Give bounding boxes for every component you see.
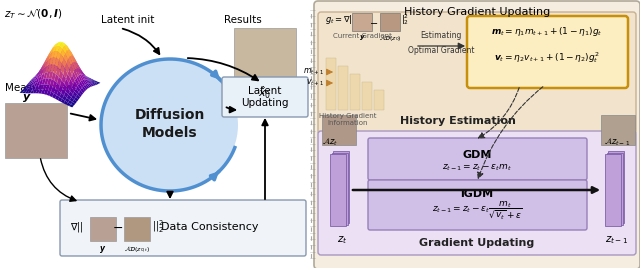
Text: Measurement: Measurement [5,83,77,93]
Text: $|^2_2$: $|^2_2$ [401,13,409,27]
Text: $-$: $-$ [369,17,379,27]
FancyBboxPatch shape [467,16,628,88]
Text: GDM: GDM [462,150,492,160]
FancyBboxPatch shape [332,152,348,225]
Text: History Estimation: History Estimation [400,116,516,126]
FancyBboxPatch shape [608,151,624,223]
FancyBboxPatch shape [318,131,636,255]
Text: Latent
Updating: Latent Updating [241,86,289,108]
FancyBboxPatch shape [350,74,360,110]
Text: Data Consistency: Data Consistency [161,222,259,232]
Text: Diffusion: Diffusion [135,108,205,122]
Text: Models: Models [142,126,198,140]
FancyBboxPatch shape [326,58,336,110]
Text: $-$: $-$ [113,221,124,233]
Text: $\mathcal{A}z_{t-1}$: $\mathcal{A}z_{t-1}$ [604,136,630,148]
FancyBboxPatch shape [605,154,621,226]
Text: $g_t = \nabla|$: $g_t = \nabla|$ [325,13,353,27]
Text: $m_{t+1}$: $m_{t+1}$ [303,67,324,77]
FancyBboxPatch shape [314,1,640,268]
Text: $z_{t-1}$: $z_{t-1}$ [605,234,628,246]
Text: $z_{t-1} = z_t - \epsilon_t \dfrac{m_t}{\sqrt{v_t}+\varepsilon}$: $z_{t-1} = z_t - \epsilon_t \dfrac{m_t}{… [432,199,522,221]
Text: $\boldsymbol{m}_t = \eta_1 m_{t+1} + (1-\eta_1)g_t$: $\boldsymbol{m}_t = \eta_1 m_{t+1} + (1-… [491,25,603,39]
FancyBboxPatch shape [234,28,296,83]
Text: $z_T \sim \mathcal{N}(\mathbf{0}, \boldsymbol{I})$: $z_T \sim \mathcal{N}(\mathbf{0}, \bolds… [4,7,63,21]
Text: $\mathcal{AD}(z_{0|t})$: $\mathcal{AD}(z_{0|t})$ [124,244,150,254]
FancyBboxPatch shape [374,90,384,110]
Text: $\nabla||$: $\nabla||$ [70,220,84,234]
Text: History Gradient
Information: History Gradient Information [319,113,377,126]
FancyBboxPatch shape [368,138,587,180]
FancyBboxPatch shape [601,115,635,145]
Text: $z_{t-1} = z_t - \epsilon_t m_t$: $z_{t-1} = z_t - \epsilon_t m_t$ [442,163,512,173]
FancyBboxPatch shape [60,200,306,256]
Text: $\mathcal{AD}(z_{0})$: $\mathcal{AD}(z_{0})$ [379,33,401,43]
FancyBboxPatch shape [5,103,67,158]
Text: $\boldsymbol{y}$: $\boldsymbol{y}$ [358,33,365,42]
FancyBboxPatch shape [338,66,348,110]
Text: $||^2_2$: $||^2_2$ [152,219,164,235]
FancyBboxPatch shape [368,180,587,230]
FancyBboxPatch shape [352,13,372,31]
FancyBboxPatch shape [380,13,400,31]
FancyBboxPatch shape [333,151,349,223]
Text: History Gradient Updating: History Gradient Updating [404,7,550,17]
FancyBboxPatch shape [330,154,346,226]
Text: Estimating: Estimating [420,31,461,40]
FancyBboxPatch shape [90,217,116,241]
Text: $\boldsymbol{y}$: $\boldsymbol{y}$ [22,92,31,104]
FancyBboxPatch shape [362,82,372,110]
Text: iGDM: iGDM [460,189,493,199]
FancyBboxPatch shape [607,152,623,225]
Text: $\hat{x}_0$: $\hat{x}_0$ [259,85,271,101]
Text: $\mathcal{A}z_t$: $\mathcal{A}z_t$ [322,136,338,148]
Text: Current Gradient: Current Gradient [333,33,392,39]
Text: $\boldsymbol{y}$: $\boldsymbol{y}$ [99,244,107,255]
Text: $z_t$: $z_t$ [337,234,348,246]
Ellipse shape [102,60,238,190]
Text: $v_{t+1}$: $v_{t+1}$ [306,78,324,88]
Text: $\boldsymbol{v}_t = \eta_2 v_{t+1} + (1-\eta_2)g_t^2$: $\boldsymbol{v}_t = \eta_2 v_{t+1} + (1-… [494,51,600,65]
FancyBboxPatch shape [318,12,636,134]
FancyBboxPatch shape [322,115,356,145]
Text: Results: Results [224,15,262,25]
FancyBboxPatch shape [222,77,308,117]
Text: Latent init: Latent init [101,15,155,25]
Text: Gradient Updating: Gradient Updating [419,238,534,248]
FancyBboxPatch shape [124,217,150,241]
Text: Optimal Gradient: Optimal Gradient [408,46,474,55]
